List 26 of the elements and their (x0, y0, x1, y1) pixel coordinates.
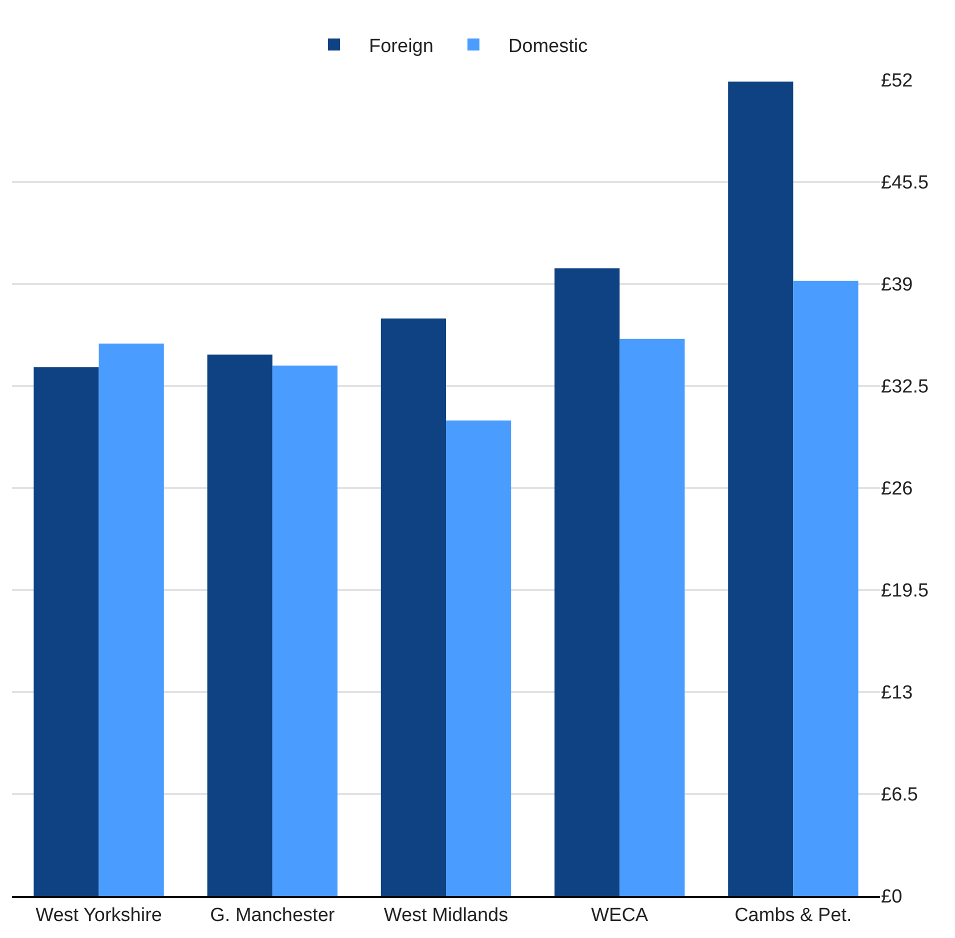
y-tick-label: £0 (881, 886, 902, 908)
x-tick-label: Cambs & Pet. (734, 904, 852, 926)
x-tick-label: West Midlands (384, 904, 508, 926)
y-tick-label: £19.5 (881, 580, 929, 602)
y-tick-label: £52 (881, 70, 913, 92)
x-tick-label: WECA (591, 904, 648, 926)
bar (272, 366, 338, 896)
x-tick-label: G. Manchester (210, 904, 336, 926)
bar (207, 354, 272, 896)
legend-label: Domestic (508, 36, 588, 57)
bar (380, 318, 446, 896)
legend-label: Foreign (369, 36, 434, 57)
x-tick-label: West Yorkshire (36, 904, 162, 926)
bar (728, 82, 794, 896)
bar (446, 420, 512, 896)
bar (554, 268, 620, 896)
y-tick-label: £39 (881, 274, 913, 296)
y-tick-label: £13 (881, 682, 913, 704)
bar (34, 367, 99, 896)
bar (620, 338, 685, 896)
y-tick-label: £6.5 (881, 784, 918, 806)
bar (98, 344, 164, 896)
y-tick-label: £32.5 (881, 376, 929, 398)
bar (793, 280, 858, 896)
y-tick-label: £45.5 (881, 172, 929, 194)
y-tick-label: £26 (881, 478, 913, 500)
